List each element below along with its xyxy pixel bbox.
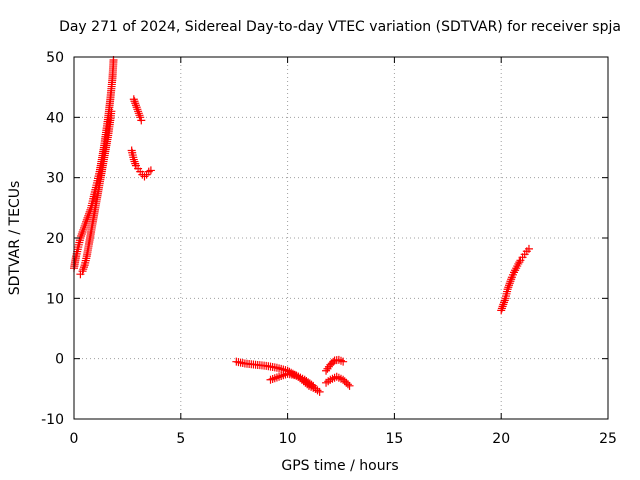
- data-point: [339, 357, 348, 366]
- data-point: [82, 217, 91, 226]
- data-point: [140, 172, 149, 181]
- data-point: [499, 300, 508, 309]
- data-point: [277, 364, 286, 373]
- data-point: [504, 283, 513, 292]
- grid-lines: [74, 57, 608, 419]
- x-tick-label: 25: [599, 431, 617, 447]
- data-point: [322, 366, 331, 375]
- data-point: [79, 223, 88, 232]
- data-point: [81, 219, 90, 228]
- data-point: [133, 105, 142, 114]
- x-tick-label: 15: [385, 431, 403, 447]
- data-point: [329, 357, 338, 366]
- data-point: [79, 263, 88, 272]
- data-point: [307, 380, 316, 389]
- data-point: [334, 373, 343, 382]
- data-point: [343, 380, 352, 389]
- data-point: [130, 157, 139, 166]
- data-point: [497, 304, 506, 313]
- data-point: [503, 285, 512, 294]
- data-point: [78, 267, 87, 276]
- data-point: [315, 387, 324, 396]
- data-point: [506, 277, 515, 286]
- x-axis-label: GPS time / hours: [281, 458, 398, 474]
- data-point: [131, 99, 140, 108]
- y-tick-label: 30: [46, 171, 64, 187]
- data-point: [77, 231, 86, 240]
- data-point: [497, 306, 506, 315]
- data-point: [507, 275, 516, 284]
- data-point: [498, 302, 507, 311]
- data-point: [129, 155, 138, 164]
- data-point: [135, 111, 144, 120]
- data-point: [77, 229, 86, 238]
- data-point: [78, 227, 87, 236]
- data-point: [505, 281, 514, 290]
- data-point: [345, 381, 354, 390]
- x-tick-label: 10: [279, 431, 297, 447]
- y-tick-label: 50: [46, 50, 64, 66]
- data-point: [134, 109, 143, 118]
- y-tick-label: 20: [46, 231, 64, 247]
- data-point: [146, 166, 155, 175]
- data-point: [134, 107, 143, 116]
- data-point: [309, 381, 318, 390]
- data-point: [137, 116, 146, 125]
- y-tick-label: 40: [46, 110, 64, 126]
- axis-ticks: 0 5 10 15 20 25 -10 0 10 20 30 40 50: [41, 50, 617, 447]
- data-point: [337, 356, 345, 365]
- x-tick-label: 20: [492, 431, 510, 447]
- data-point: [323, 364, 332, 373]
- data-point: [500, 296, 509, 305]
- data-point: [505, 279, 514, 288]
- data-point: [80, 221, 89, 230]
- data-point: [79, 225, 88, 234]
- y-tick-label: 10: [46, 291, 64, 307]
- chart-title: Day 271 of 2024, Sidereal Day-to-day VTE…: [59, 19, 621, 35]
- y-axis-label: SDTVAR / TECUs: [7, 181, 23, 296]
- data-point: [272, 363, 281, 372]
- data-point: [515, 258, 524, 267]
- data-point: [132, 103, 141, 112]
- data-point: [107, 107, 116, 116]
- y-tick-label: -10: [41, 412, 64, 428]
- data-points: [70, 56, 533, 396]
- data-point: [500, 298, 509, 307]
- data-point: [79, 265, 88, 274]
- data-point: [524, 244, 533, 253]
- data-point: [130, 97, 139, 106]
- y-tick-label: 0: [55, 352, 64, 368]
- data-point: [131, 159, 140, 168]
- x-tick-label: 0: [70, 431, 79, 447]
- x-tick-label: 5: [176, 431, 185, 447]
- data-point: [129, 95, 138, 104]
- data-point: [131, 101, 140, 110]
- data-point: [334, 355, 343, 364]
- data-point: [275, 364, 284, 373]
